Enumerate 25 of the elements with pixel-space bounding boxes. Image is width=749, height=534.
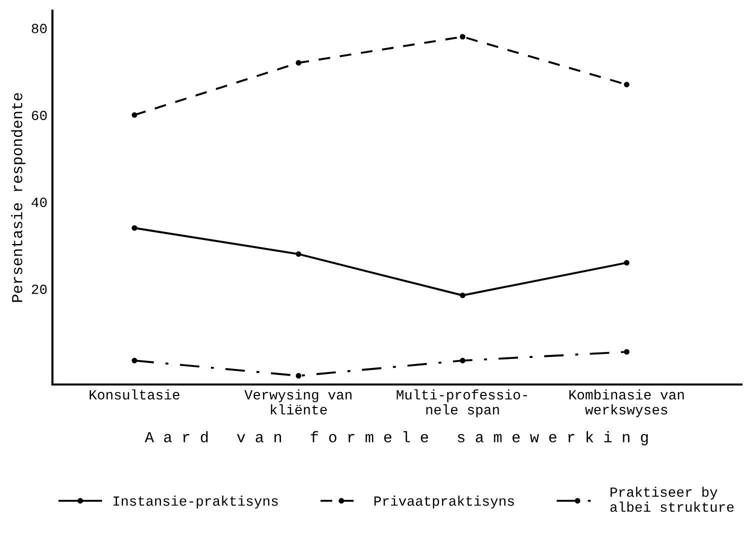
legend-label: Instansie-praktisyns [114, 496, 278, 509]
point [624, 260, 630, 266]
point [296, 60, 302, 66]
y-axis-title: Persentasie respondente [11, 93, 26, 302]
x-tick-label: Konsultasie [90, 389, 180, 400]
point [132, 225, 138, 231]
point [624, 82, 630, 88]
y-tick-label: 80 [32, 24, 47, 34]
y-tick-label: 60 [32, 110, 47, 120]
legend-label: Privaatpraktisyns [374, 496, 514, 509]
x-tick-label: Multi-professio- nele span [396, 389, 527, 418]
point [460, 34, 466, 40]
point [460, 358, 466, 364]
point [132, 112, 138, 118]
y-tick-label: 40 [32, 198, 47, 208]
x-tick-label: Verwysing van kliënte [244, 389, 352, 415]
y-tick-label: 20 [32, 284, 47, 294]
point [132, 358, 138, 364]
x-tick-label: Kombinasie van werkswyses [569, 389, 684, 418]
point [460, 292, 466, 298]
point [296, 251, 302, 257]
point [624, 349, 630, 355]
legend-label: Praktiseer by albei strukture [610, 486, 734, 512]
point [296, 373, 302, 379]
x-axis-title: A a r d v a n f o r m e l e s a m e w e r k i n g [144, 431, 648, 446]
